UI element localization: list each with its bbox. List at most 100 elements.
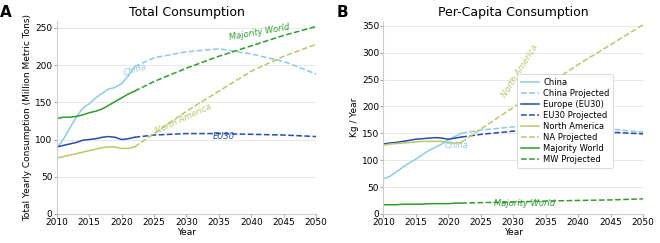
- Line: Europe (EU30): Europe (EU30): [383, 137, 461, 144]
- NA Projected: [542, 85, 550, 87]
- Text: North America: North America: [500, 43, 540, 99]
- Text: North America: North America: [154, 103, 213, 136]
- NA Projected: [510, 106, 517, 109]
- Europe (EU30): [386, 141, 394, 144]
- China Projected: [639, 131, 647, 134]
- Europe (EU30): [438, 137, 446, 140]
- NA Projected: [639, 23, 647, 26]
- Majority World: [399, 203, 407, 206]
- MW Projected: [477, 201, 484, 204]
- Majority World: [438, 202, 446, 205]
- North America: [418, 140, 426, 143]
- Line: China: China: [383, 133, 461, 179]
- Europe (EU30): [418, 137, 426, 140]
- Europe (EU30): [379, 143, 387, 146]
- China Projected: [607, 128, 614, 130]
- China Projected: [542, 124, 550, 127]
- China Projected: [574, 125, 582, 128]
- China: [412, 158, 420, 161]
- Legend: China, China Projected, Europe (EU30), EU30 Projected, North America, NA Project: China, China Projected, Europe (EU30), E…: [517, 74, 613, 168]
- China: [432, 146, 440, 149]
- Europe (EU30): [412, 138, 420, 141]
- Text: China: China: [123, 62, 148, 78]
- China: [379, 178, 387, 181]
- Y-axis label: Kg / Year: Kg / Year: [350, 97, 359, 137]
- Line: MW Projected: MW Projected: [461, 199, 643, 203]
- EU30 Projected: [639, 132, 647, 135]
- Majority World: [405, 203, 413, 206]
- Europe (EU30): [457, 136, 465, 139]
- Text: B: B: [337, 5, 348, 20]
- NA Projected: [477, 128, 484, 130]
- Europe (EU30): [405, 139, 413, 142]
- North America: [425, 140, 433, 143]
- MW Projected: [510, 201, 517, 204]
- Majority World: [457, 202, 465, 205]
- North America: [405, 141, 413, 144]
- Europe (EU30): [432, 136, 440, 139]
- EU30 Projected: [574, 129, 582, 132]
- NA Projected: [574, 63, 582, 66]
- MW Projected: [639, 197, 647, 200]
- Line: North America: North America: [383, 141, 461, 145]
- Line: EU30 Projected: EU30 Projected: [461, 130, 643, 137]
- Title: Per-Capita Consumption: Per-Capita Consumption: [438, 6, 589, 19]
- North America: [432, 140, 440, 143]
- Majority World: [379, 203, 387, 206]
- Text: China: China: [445, 141, 469, 150]
- MW Projected: [457, 202, 465, 205]
- NA Projected: [457, 141, 465, 144]
- Text: Majority World: Majority World: [228, 22, 290, 42]
- China: [457, 132, 465, 135]
- Text: Majority World: Majority World: [494, 199, 555, 208]
- Text: EU30: EU30: [578, 130, 601, 141]
- Majority World: [444, 202, 452, 205]
- Text: A: A: [0, 5, 11, 20]
- China: [438, 143, 446, 146]
- MW Projected: [607, 199, 614, 201]
- China: [451, 135, 459, 138]
- Line: Majority World: Majority World: [383, 203, 461, 205]
- North America: [457, 141, 465, 144]
- Majority World: [412, 203, 420, 206]
- China: [386, 175, 394, 178]
- North America: [412, 140, 420, 143]
- Majority World: [418, 203, 426, 206]
- North America: [451, 141, 459, 144]
- Majority World: [451, 202, 459, 205]
- EU30 Projected: [477, 133, 484, 136]
- China: [418, 153, 426, 156]
- Text: EU30: EU30: [213, 132, 234, 141]
- Majority World: [393, 203, 401, 206]
- North America: [386, 143, 394, 146]
- MW Projected: [542, 200, 550, 202]
- China: [399, 166, 407, 169]
- China: [405, 161, 413, 164]
- China Projected: [477, 129, 484, 131]
- X-axis label: Year: Year: [177, 228, 196, 237]
- Title: Total Consumption: Total Consumption: [129, 6, 244, 19]
- Europe (EU30): [444, 138, 452, 141]
- EU30 Projected: [510, 130, 517, 133]
- China: [425, 149, 433, 152]
- Y-axis label: Total Yearly Consumption (Million Metric Tons): Total Yearly Consumption (Million Metric…: [24, 14, 32, 221]
- China: [444, 138, 452, 141]
- Europe (EU30): [425, 137, 433, 140]
- Europe (EU30): [451, 137, 459, 140]
- North America: [444, 141, 452, 144]
- Line: NA Projected: NA Projected: [461, 25, 643, 142]
- North America: [379, 144, 387, 147]
- Majority World: [432, 202, 440, 205]
- China: [393, 171, 401, 174]
- X-axis label: Year: Year: [504, 228, 523, 237]
- MW Projected: [574, 199, 582, 202]
- EU30 Projected: [457, 136, 465, 139]
- Europe (EU30): [393, 141, 401, 144]
- Europe (EU30): [399, 140, 407, 143]
- North America: [393, 142, 401, 145]
- NA Projected: [607, 43, 614, 46]
- Line: China Projected: China Projected: [461, 125, 643, 133]
- China Projected: [510, 125, 517, 128]
- North America: [399, 141, 407, 144]
- China Projected: [457, 132, 465, 135]
